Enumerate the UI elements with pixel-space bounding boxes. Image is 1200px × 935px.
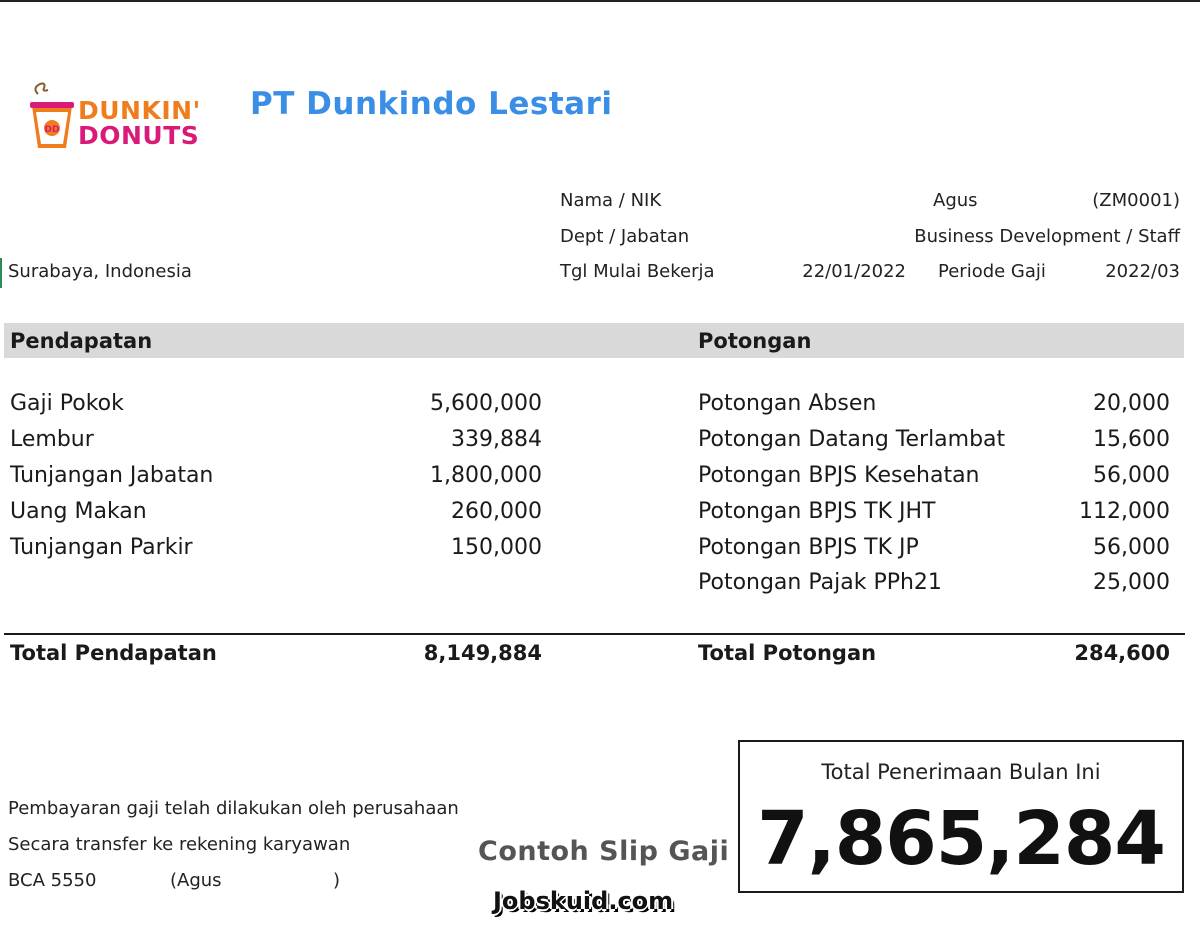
pendapatan-label: Gaji Pokok	[10, 391, 124, 416]
potongan-label: Potongan BPJS Kesehatan	[698, 463, 980, 488]
tgl-mulai-label: Tgl Mulai Bekerja	[560, 261, 715, 282]
potongan-value: 56,000	[1093, 535, 1170, 560]
dunkin-logo: DD DUNKIN' DONUTS	[28, 82, 213, 154]
pendapatan-label: Uang Makan	[10, 499, 147, 524]
logo-donuts-text: DONUTS	[78, 121, 200, 150]
account-holder: (Agus	[170, 870, 222, 891]
top-border	[0, 0, 1200, 2]
logo-dunkin-text: DUNKIN'	[78, 96, 201, 125]
potongan-header: Potongan	[698, 329, 812, 353]
pendapatan-label: Tunjangan Parkir	[10, 535, 193, 560]
account-holder-close: )	[333, 870, 341, 891]
company-name: PT Dunkindo Lestari	[250, 86, 613, 122]
total-pendapatan-label: Total Pendapatan	[10, 641, 217, 665]
dept-value: Business Development / Staff	[914, 226, 1180, 247]
periode-label: Periode Gaji	[938, 261, 1046, 282]
total-potongan-value: 284,600	[1074, 641, 1170, 665]
watermark-site: Jobskuid.com	[493, 887, 674, 915]
section-header-bar	[4, 323, 1184, 358]
payment-note-line2: Secara transfer ke rekening karyawan	[8, 834, 351, 855]
pendapatan-value: 260,000	[451, 499, 542, 524]
total-pendapatan-value: 8,149,884	[423, 641, 542, 665]
pendapatan-value: 339,884	[451, 427, 542, 452]
total-potongan-label: Total Potongan	[698, 641, 877, 665]
cell-selection-marker	[0, 258, 2, 288]
dept-label: Dept / Jabatan	[560, 226, 690, 247]
totals-divider	[4, 633, 1185, 635]
pendapatan-label: Tunjangan Jabatan	[10, 463, 214, 488]
watermark-title: Contoh Slip Gaji	[478, 836, 730, 867]
net-pay-box: Total Penerimaan Bulan Ini 7,865,284	[738, 740, 1184, 893]
address: Surabaya, Indonesia	[8, 261, 192, 282]
tgl-mulai-value: 22/01/2022	[802, 261, 906, 282]
potongan-label: Potongan Pajak PPh21	[698, 570, 942, 595]
periode-value: 2022/03	[1105, 261, 1180, 282]
pendapatan-value: 5,600,000	[430, 391, 542, 416]
pendapatan-value: 150,000	[451, 535, 542, 560]
potongan-label: Potongan Datang Terlambat	[698, 427, 1006, 452]
payment-note-line1: Pembayaran gaji telah dilakukan oleh per…	[8, 798, 459, 819]
potongan-value: 20,000	[1093, 391, 1170, 416]
net-pay-label: Total Penerimaan Bulan Ini	[821, 760, 1101, 784]
potongan-value: 112,000	[1079, 499, 1170, 524]
potongan-label: Potongan BPJS TK JP	[698, 535, 919, 560]
potongan-label: Potongan Absen	[698, 391, 877, 416]
nama-label: Nama / NIK	[560, 190, 662, 211]
coffee-cup-icon: DD	[30, 82, 74, 148]
potongan-label: Potongan BPJS TK JHT	[698, 499, 936, 524]
pendapatan-value: 1,800,000	[430, 463, 542, 488]
potongan-value: 15,600	[1093, 427, 1170, 452]
potongan-value: 56,000	[1093, 463, 1170, 488]
svg-text:DD: DD	[45, 125, 60, 135]
pendapatan-header: Pendapatan	[10, 329, 153, 353]
nama-value: Agus	[933, 190, 978, 211]
potongan-value: 25,000	[1093, 570, 1170, 595]
pendapatan-label: Lembur	[10, 427, 94, 452]
net-pay-value: 7,865,284	[757, 796, 1166, 882]
bank-account: BCA 5550	[8, 870, 97, 891]
nik-value: (ZM0001)	[1092, 190, 1180, 211]
